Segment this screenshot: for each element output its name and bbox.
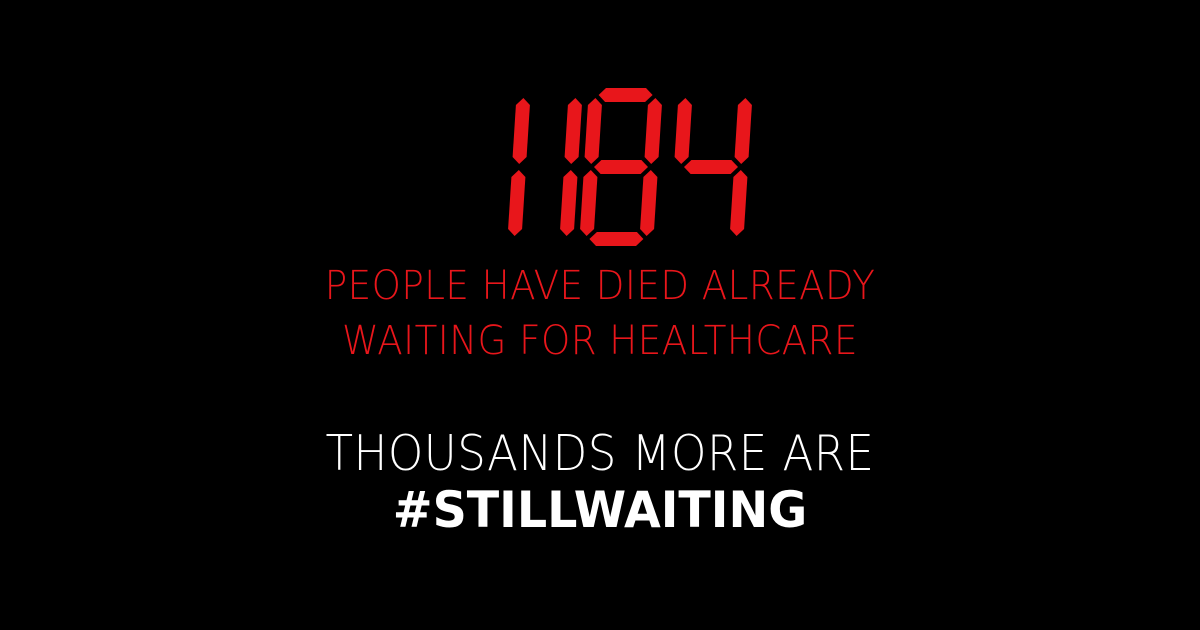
digit-segment (644, 98, 662, 164)
counter-digit (674, 98, 752, 236)
digit-segment (512, 98, 530, 164)
digit-segment (589, 232, 644, 246)
seven-segment-display (508, 88, 752, 246)
digit-segment (584, 98, 602, 164)
digit-segment (674, 98, 692, 164)
digit-segment (580, 170, 598, 236)
digit-segment (684, 160, 738, 174)
hashtag-stillwaiting: #STILLWAITING (392, 481, 808, 539)
caption-line-2: WAITING FOR HEALTHCARE (342, 318, 858, 364)
caption-line-1: PEOPLE HAVE DIED ALREADY (324, 263, 876, 309)
digit-segment (598, 88, 653, 102)
digit-segment (640, 170, 658, 236)
digit-segment (734, 98, 752, 164)
counter-digit (508, 98, 530, 236)
tagline-line-1: THOUSANDS MORE ARE (325, 425, 875, 482)
digit-segment (564, 98, 582, 164)
death-counter: 1184 (447, 88, 755, 246)
digit-segment (508, 170, 526, 236)
digit-segment (594, 160, 648, 174)
counter-digit (560, 98, 582, 236)
digit-segment (730, 170, 748, 236)
digit-segment (560, 170, 578, 236)
counter-digit (580, 88, 662, 246)
